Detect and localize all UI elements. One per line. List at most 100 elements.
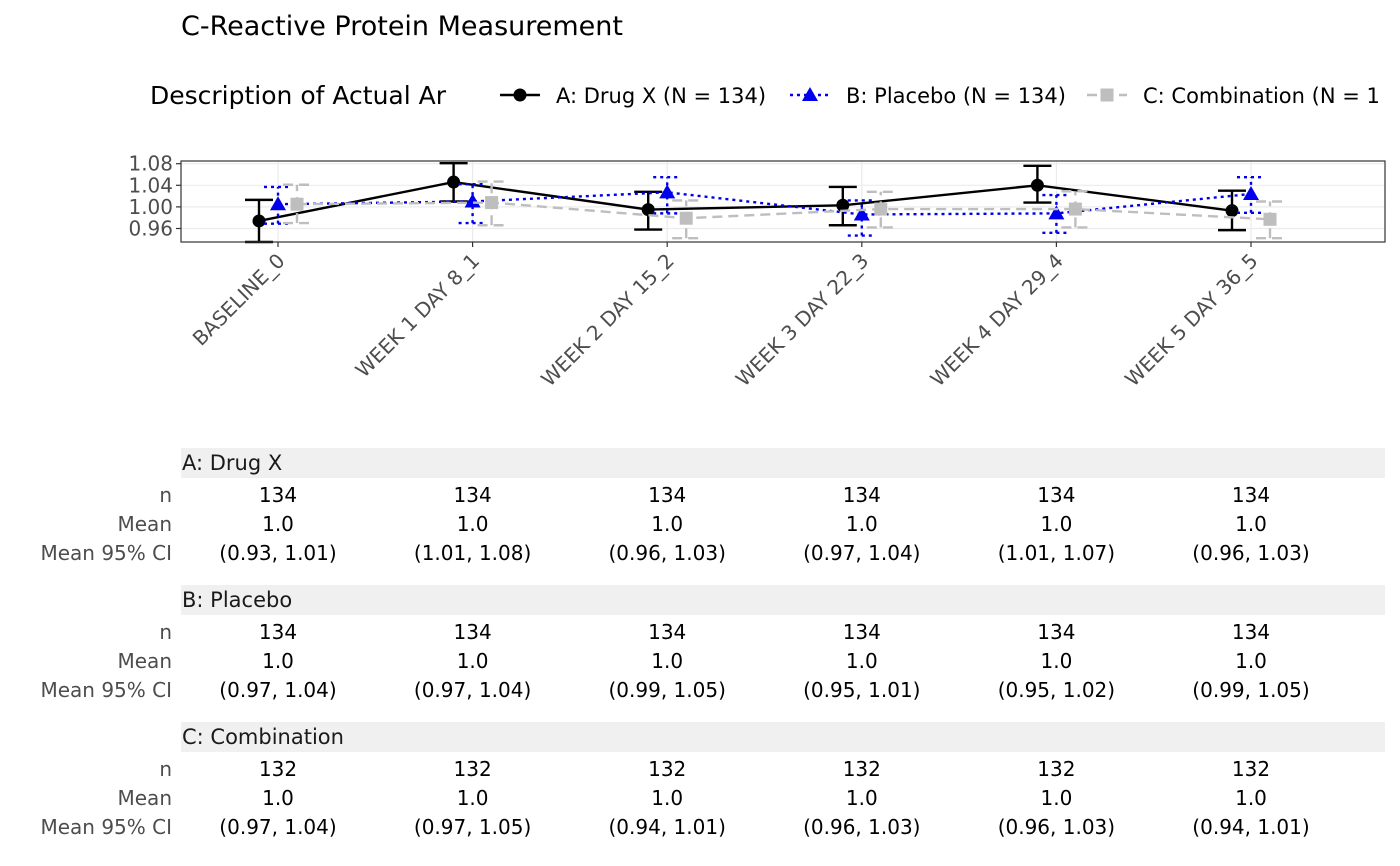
table-group-header bbox=[181, 585, 1385, 615]
legend: Description of Actual Ar A: Drug X (N = 1… bbox=[150, 81, 1380, 110]
data-point-1-2 bbox=[659, 184, 676, 199]
table-cell: (0.93, 1.01) bbox=[219, 541, 337, 565]
data-point-0-4 bbox=[1030, 178, 1044, 192]
table-cell: 132 bbox=[842, 757, 881, 781]
data-point-1-5 bbox=[1243, 185, 1259, 200]
table-cell: 134 bbox=[842, 483, 881, 507]
table-cell: 1.0 bbox=[456, 786, 489, 810]
table-cell: (0.99, 1.05) bbox=[1192, 678, 1310, 702]
table-cell: 134 bbox=[1037, 620, 1076, 644]
table-cell: (0.94, 1.01) bbox=[608, 815, 726, 839]
table-cell: 134 bbox=[1231, 483, 1271, 507]
table-row-label: Mean 95% CI bbox=[40, 541, 172, 565]
table-row-label: Mean bbox=[117, 512, 173, 536]
table-cell: (0.94, 1.01) bbox=[1192, 815, 1310, 839]
table-cell: 134 bbox=[842, 620, 881, 644]
table-cell: (0.96, 1.03) bbox=[803, 815, 921, 839]
table-cell: 132 bbox=[1037, 757, 1076, 781]
table-group-header bbox=[181, 722, 1385, 752]
table-cell: 134 bbox=[648, 620, 687, 644]
series-line-2 bbox=[296, 201, 1271, 221]
legend-key-marker-0 bbox=[513, 88, 527, 102]
table-group-title: A: Drug X bbox=[182, 451, 283, 475]
table-cell: (0.97, 1.04) bbox=[803, 541, 921, 565]
table-cell: 132 bbox=[258, 757, 298, 781]
table-row-label: Mean bbox=[117, 786, 173, 810]
error-bar-1-2 bbox=[653, 175, 682, 215]
data-point-2-3 bbox=[874, 202, 888, 216]
legend-key-marker-2 bbox=[1100, 88, 1114, 102]
data-point-1-0 bbox=[270, 196, 286, 211]
table-cell: (0.96, 1.03) bbox=[997, 815, 1116, 839]
table-cell: 1.0 bbox=[845, 512, 878, 536]
table-cell: 1.0 bbox=[262, 512, 294, 536]
x-tick-label-1: WEEK 1 DAY 8_1 bbox=[351, 249, 485, 383]
table-cell: 1.0 bbox=[1235, 649, 1267, 673]
table-cell: (0.95, 1.02) bbox=[997, 678, 1116, 702]
table-cell: 1.0 bbox=[1040, 786, 1073, 810]
legend-title: Description of Actual Ar bbox=[150, 81, 447, 110]
x-tick-label-3: WEEK 3 DAY 22_3 bbox=[731, 249, 874, 392]
table-group-title: C: Combination bbox=[182, 725, 344, 749]
x-tick-label-2: WEEK 2 DAY 15_2 bbox=[536, 249, 679, 392]
data-point-1-1 bbox=[464, 193, 481, 208]
table-cell: 134 bbox=[648, 483, 687, 507]
y-tick-label-3: 1.08 bbox=[128, 152, 173, 176]
legend-label-0: A: Drug X (N = 134) bbox=[556, 84, 766, 108]
table-cell: 132 bbox=[1231, 757, 1271, 781]
panel-border bbox=[180, 160, 1386, 243]
data-point-0-3 bbox=[836, 198, 850, 212]
series-line-0 bbox=[258, 180, 1233, 223]
table-cell: 1.0 bbox=[262, 649, 294, 673]
table-cell: 134 bbox=[258, 620, 298, 644]
table-cell: (0.97, 1.05) bbox=[413, 815, 532, 839]
table-cell: 1.0 bbox=[456, 649, 489, 673]
table-group-title: B: Placebo bbox=[182, 588, 293, 612]
table-row-label: Mean bbox=[117, 649, 173, 673]
table-row-label: Mean 95% CI bbox=[40, 815, 172, 839]
data-point-2-0 bbox=[290, 197, 304, 211]
data-point-2-4 bbox=[1068, 202, 1082, 216]
table-cell: 1.0 bbox=[845, 649, 878, 673]
y-tick-label-1: 1.00 bbox=[128, 195, 173, 219]
series-2 bbox=[283, 180, 1284, 240]
table-cell: (1.01, 1.07) bbox=[997, 541, 1116, 565]
table-cell: 132 bbox=[453, 757, 492, 781]
error-bar-1-5 bbox=[1237, 175, 1265, 215]
table-cell: (0.97, 1.04) bbox=[413, 678, 532, 702]
table-cell: 134 bbox=[1037, 483, 1076, 507]
table-cell: 1.0 bbox=[1235, 512, 1267, 536]
table-cell: 134 bbox=[453, 620, 492, 644]
table-cell: (0.97, 1.04) bbox=[219, 678, 337, 702]
table-cell: 132 bbox=[648, 757, 687, 781]
y-tick-label-0: 0.96 bbox=[128, 217, 173, 241]
table-cell: 1.0 bbox=[1040, 649, 1073, 673]
table-group-header bbox=[181, 448, 1385, 478]
table-row-label: n bbox=[159, 757, 172, 781]
table-cell: (0.96, 1.03) bbox=[608, 541, 726, 565]
table-cell: 134 bbox=[1231, 620, 1271, 644]
table-cell: 1.0 bbox=[845, 786, 878, 810]
legend-key-marker-1 bbox=[802, 87, 818, 101]
table-cell: (0.95, 1.01) bbox=[803, 678, 921, 702]
data-point-2-2 bbox=[679, 211, 693, 225]
table-cell: 1.0 bbox=[1235, 786, 1267, 810]
table-cell: (0.97, 1.04) bbox=[219, 815, 337, 839]
table-cell: 1.0 bbox=[1040, 512, 1073, 536]
table-row-label: Mean 95% CI bbox=[40, 678, 172, 702]
x-tick-label-5: WEEK 5 DAY 36_5 bbox=[1120, 249, 1263, 392]
chart-title: C-Reactive Protein Measurement bbox=[181, 11, 623, 42]
plot-panel: 0.961.001.041.08 BASELINE_0 WEEK 1 DAY 8_1… bbox=[128, 152, 1386, 392]
table-row-label: n bbox=[159, 620, 172, 644]
error-bar-1-3 bbox=[847, 199, 876, 237]
data-point-1-3 bbox=[853, 206, 870, 221]
table-cell: (0.96, 1.03) bbox=[1192, 541, 1310, 565]
data-point-1-4 bbox=[1048, 205, 1065, 220]
error-bar-1-1 bbox=[458, 183, 487, 225]
table-cell: (1.01, 1.08) bbox=[413, 541, 532, 565]
data-point-0-0 bbox=[252, 214, 266, 228]
data-point-0-5 bbox=[1225, 204, 1239, 218]
data-point-2-1 bbox=[485, 196, 499, 210]
data-point-0-2 bbox=[641, 203, 655, 217]
x-tick-label-4: WEEK 4 DAY 29_4 bbox=[925, 249, 1068, 392]
